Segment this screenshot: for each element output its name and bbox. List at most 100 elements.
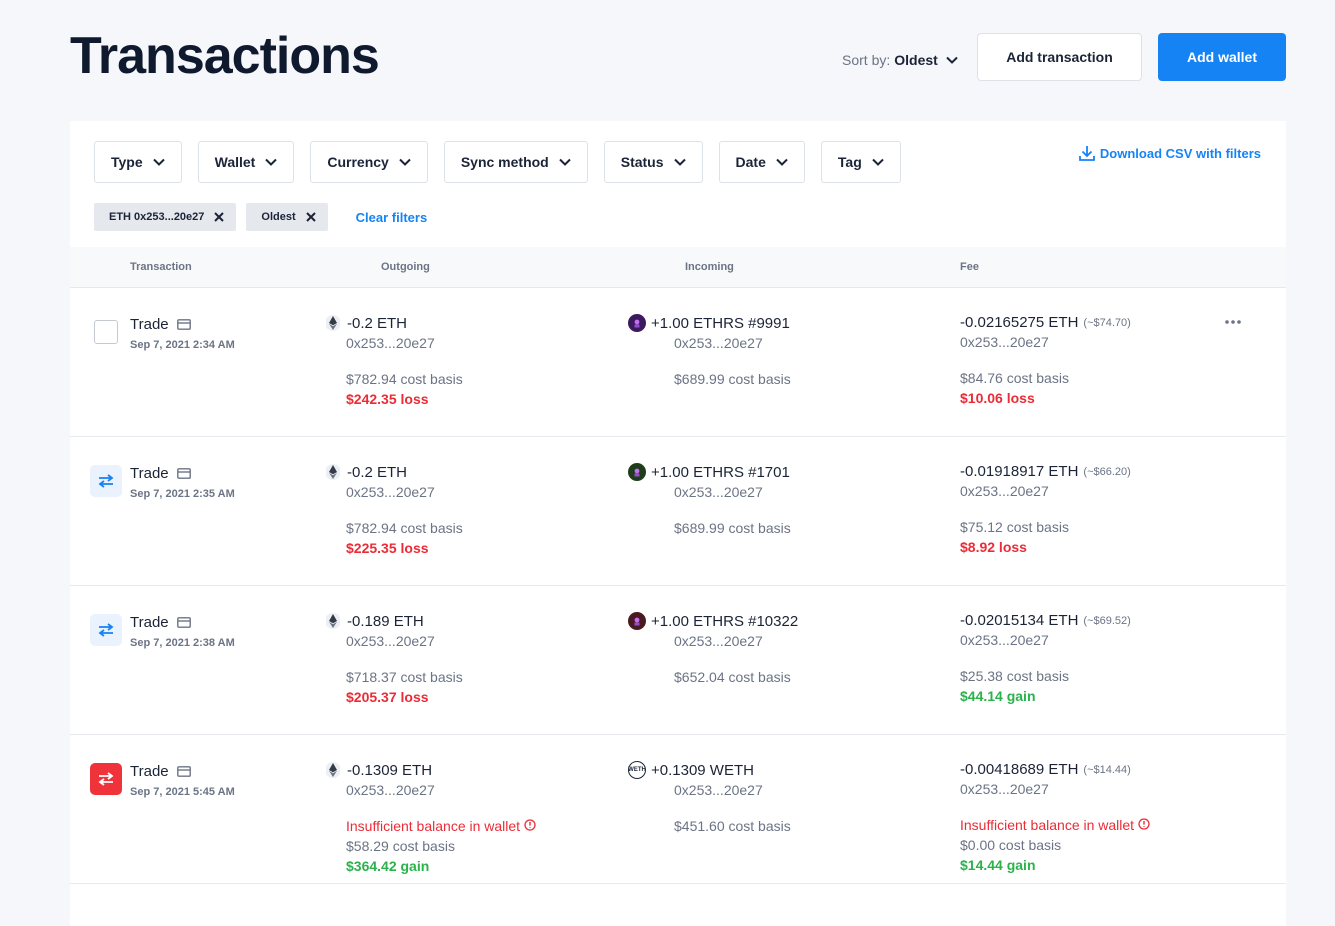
fee-cost-basis: $75.12 cost basis (960, 519, 1069, 535)
clear-filters-link[interactable]: Clear filters (355, 209, 428, 225)
outgoing-cell: -0.2 ETH 0x253...20e27 $782.94 cost basis $… (326, 463, 463, 558)
fee-usd: (~$14.44) (1083, 763, 1131, 776)
filter-currency[interactable]: Currency (310, 141, 428, 183)
download-csv-link[interactable]: Download CSV with filters (1078, 144, 1261, 162)
nft-avatar-icon (628, 463, 646, 481)
wallet-icon (176, 468, 191, 479)
filter-label: Status (620, 154, 664, 170)
outgoing-address: 0x253...20e27 (346, 335, 435, 351)
chevron-down-icon (946, 56, 958, 64)
filter-status[interactable]: Status (603, 141, 703, 183)
fee-address: 0x253...20e27 (960, 334, 1049, 350)
wallet-icon (176, 617, 191, 628)
transaction-date: Sep 7, 2021 2:38 AM (130, 637, 235, 649)
transaction-type-label: Trade (130, 465, 169, 482)
fee-cell: -0.01918917 ETH (~$66.20) 0x253...20e27 $75… (960, 463, 1131, 557)
filter-wallet[interactable]: Wallet (197, 141, 295, 183)
download-csv-label: Download CSV with filters (1099, 145, 1261, 161)
incoming-cost-basis: $689.99 cost basis (674, 371, 791, 387)
column-header-transaction: Transaction (130, 261, 192, 273)
incoming-amount: +1.00 ETHRS #9991 (651, 314, 790, 332)
transaction-date: Sep 7, 2021 2:35 AM (130, 488, 235, 500)
column-header-incoming: Incoming (685, 261, 734, 273)
filter-tag[interactable]: Tag (820, 141, 901, 183)
outgoing-amount: -0.1309 ETH (347, 761, 433, 779)
fee-address: 0x253...20e27 (960, 483, 1049, 499)
chevron-down-icon (673, 158, 686, 166)
filter-date[interactable]: Date (718, 141, 805, 183)
fee-cell: -0.02015134 ETH (~$69.52) 0x253...20e27 $25… (960, 612, 1131, 706)
transaction-date: Sep 7, 2021 5:45 AM (130, 786, 235, 798)
add-transaction-button[interactable]: Add transaction (977, 33, 1142, 81)
fee-cost-basis: $25.38 cost basis (960, 668, 1069, 684)
table-row[interactable]: Trade Sep 7, 2021 2:35 AM -0.2 ETH 0x253...… (70, 437, 1286, 586)
insufficient-balance-warning: Insufficient balance in wallet (960, 815, 1150, 835)
fee-usd: (~$66.20) (1083, 465, 1131, 478)
filter-sync-method[interactable]: Sync method (443, 141, 588, 183)
warning-icon (524, 816, 536, 836)
incoming-address: 0x253...20e27 (674, 484, 763, 500)
eth-icon (324, 314, 342, 332)
wallet-icon (176, 319, 191, 330)
fee-amount: -0.00418689 ETH (960, 761, 1079, 778)
select-checkbox[interactable] (94, 320, 118, 344)
add-wallet-button[interactable]: Add wallet (1158, 33, 1286, 81)
active-filters: ETH 0x253...20e27 Oldest Clear filters (94, 203, 427, 231)
outgoing-cell: -0.189 ETH 0x253...20e27 $718.37 cost basi… (326, 612, 463, 707)
more-options-icon[interactable] (1224, 312, 1242, 330)
eth-icon (324, 612, 342, 630)
filter-chip-sort: Oldest (246, 203, 328, 231)
outgoing-cost-basis: $782.94 cost basis (346, 520, 463, 536)
outgoing-address: 0x253...20e27 (346, 484, 435, 500)
incoming-cell: WETH +0.1309 WETH 0x253...20e27 $451.60 cos… (628, 761, 791, 836)
fee-loss: $10.06 loss (960, 390, 1035, 406)
outgoing-cost-basis: $782.94 cost basis (346, 371, 463, 387)
transaction-type-label: Trade (130, 763, 169, 780)
chevron-down-icon (399, 158, 411, 166)
incoming-cost-basis: $451.60 cost basis (674, 818, 791, 834)
outgoing-address: 0x253...20e27 (346, 633, 435, 649)
close-icon[interactable] (214, 212, 225, 222)
fee-cost-basis: $0.00 cost basis (960, 837, 1062, 853)
filter-label: Wallet (214, 154, 256, 170)
outgoing-amount: -0.2 ETH (347, 314, 408, 332)
trade-error-icon (90, 763, 122, 795)
incoming-address: 0x253...20e27 (674, 782, 763, 798)
chip-label: Oldest (261, 211, 296, 223)
table-row[interactable]: Trade Sep 7, 2021 5:45 AM -0.1309 ETH 0x253… (70, 735, 1286, 884)
transaction-date: Sep 7, 2021 2:34 AM (130, 339, 235, 351)
outgoing-address: 0x253...20e27 (346, 782, 435, 798)
download-icon (1079, 146, 1095, 161)
warning-icon (1138, 815, 1150, 835)
table-row[interactable]: Trade Sep 7, 2021 2:34 AM -0.2 ETH 0x253...… (70, 288, 1286, 437)
transaction-type: Trade (130, 465, 191, 482)
chevron-down-icon (152, 158, 165, 166)
filter-label: Currency (327, 154, 389, 170)
nft-avatar-icon (628, 612, 646, 630)
table-row[interactable]: Trade Sep 7, 2021 2:38 AM -0.189 ETH 0x253.… (70, 586, 1286, 735)
transaction-type: Trade (130, 614, 191, 631)
incoming-address: 0x253...20e27 (674, 335, 763, 351)
filter-label: Date (735, 154, 766, 170)
incoming-cell: +1.00 ETHRS #1701 0x253...20e27 $689.99 co… (628, 463, 791, 538)
transaction-type: Trade (130, 316, 191, 333)
incoming-amount: +0.1309 WETH (651, 761, 754, 779)
chip-label: ETH 0x253...20e27 (109, 211, 205, 223)
outgoing-amount: -0.189 ETH (347, 612, 424, 630)
outgoing-cell: -0.2 ETH 0x253...20e27 $782.94 cost basis $… (326, 314, 463, 409)
fee-cost-basis: $84.76 cost basis (960, 370, 1069, 386)
outgoing-cost-basis: $58.29 cost basis (346, 838, 455, 854)
filter-chip-wallet: ETH 0x253...20e27 (94, 203, 237, 231)
fee-cell: -0.00418689 ETH (~$14.44) 0x253...20e27 Ins… (960, 761, 1150, 875)
filter-label: Sync method (460, 154, 549, 170)
incoming-amount: +1.00 ETHRS #1701 (651, 463, 790, 481)
fee-loss: $8.92 loss (960, 539, 1027, 555)
filter-type[interactable]: Type (94, 141, 182, 183)
incoming-cost-basis: $652.04 cost basis (674, 669, 791, 685)
close-icon[interactable] (305, 212, 316, 222)
sort-dropdown[interactable]: Sort by: Oldest (842, 52, 958, 68)
transactions-panel: Type Wallet Currency Sync method Status … (70, 121, 1286, 926)
outgoing-cell: -0.1309 ETH 0x253...20e27 Insufficient bal… (326, 761, 536, 876)
transaction-type: Trade (130, 763, 191, 780)
fee-address: 0x253...20e27 (960, 632, 1049, 648)
